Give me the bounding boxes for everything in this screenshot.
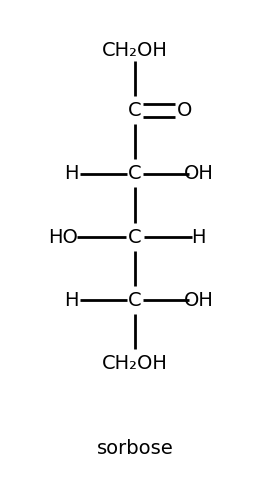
Text: C: C <box>128 228 142 247</box>
Text: H: H <box>64 164 79 183</box>
Text: C: C <box>128 101 142 120</box>
Text: H: H <box>191 228 206 247</box>
Text: OH: OH <box>184 291 213 310</box>
Text: C: C <box>128 291 142 310</box>
Text: O: O <box>177 101 193 120</box>
Text: CH₂OH: CH₂OH <box>102 41 168 60</box>
Text: sorbose: sorbose <box>97 439 173 458</box>
Text: CH₂OH: CH₂OH <box>102 354 168 373</box>
Text: OH: OH <box>184 164 213 183</box>
Text: C: C <box>128 164 142 183</box>
Text: HO: HO <box>49 228 78 247</box>
Text: H: H <box>64 291 79 310</box>
